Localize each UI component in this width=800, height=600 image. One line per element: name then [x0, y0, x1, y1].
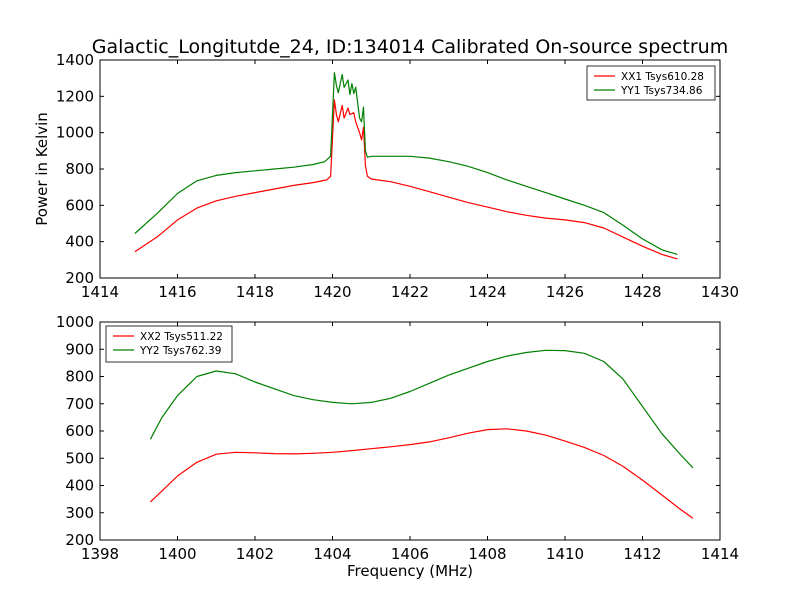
bottom-legend-label: YY2 Tsys762.39 [139, 345, 221, 357]
bottom-x-tick-label: 1402 [236, 545, 274, 563]
top-x-tick-label: 1416 [158, 283, 196, 301]
bottom-x-tick-label: 1410 [546, 545, 584, 563]
bottom-x-tick-label: 1406 [391, 545, 429, 563]
bottom-x-tick-label: 1398 [81, 545, 119, 563]
top-plot-area: 1414 1416 1418 1420 1422 1424 1426 1428 1430 200 4… [56, 51, 739, 301]
top-x-tick-label: 1420 [313, 283, 351, 301]
bottom-y-tick-label: 800 [65, 368, 94, 386]
top-x-tick-label: 1422 [391, 283, 429, 301]
bottom-y-tick-label: 400 [65, 477, 94, 495]
top-legend-box [586, 65, 716, 101]
top-legend-label: XX1 Tsys610.28 [621, 71, 704, 83]
bottom-legend-box [105, 325, 233, 363]
top-y-tick-label: 1200 [56, 87, 94, 105]
bottom-y-tick-label: 700 [65, 395, 94, 413]
top-y-tick-label: 1400 [56, 51, 94, 69]
bottom-x-tick-label: 1404 [313, 545, 351, 563]
bottom-y-tick-label: 300 [65, 504, 94, 522]
top-y-tick-label: 600 [65, 196, 94, 214]
bottom-spectrum-panel: Frequency (MHz) 1398 1400 1402 1404 1406 1408… [56, 313, 739, 580]
top-legend-label: YY1 Tsys734.86 [620, 85, 703, 97]
top-y-tick-label: 200 [65, 269, 94, 287]
top-x-tick-label: 1414 [81, 283, 119, 301]
bottom-x-tick-label: 1400 [158, 545, 196, 563]
bottom-x-tick-label: 1414 [701, 545, 739, 563]
top-y-tick-label: 400 [65, 233, 94, 251]
bottom-x-axis-label: Frequency (MHz) [347, 562, 473, 580]
bottom-series-line-xx2 [149, 428, 694, 519]
bottom-x-tick-label: 1412 [623, 545, 661, 563]
top-x-tick-label: 1418 [236, 283, 274, 301]
top-chart-title: Galactic_Longitutde_24, ID:134014 Calibr… [92, 36, 728, 58]
top-x-tick-label: 1424 [468, 283, 506, 301]
top-x-tick-label: 1428 [623, 283, 661, 301]
top-y-tick-label: 1000 [56, 124, 94, 142]
top-spectrum-panel: Galactic_Longitutde_24, ID:134014 Calibr… [33, 36, 739, 301]
top-y-tick-label: 800 [65, 160, 94, 178]
bottom-y-tick-label: 500 [65, 449, 94, 467]
top-series-line-yy1 [134, 72, 678, 255]
bottom-legend-label: XX2 Tsys511.22 [140, 331, 223, 343]
top-x-tick-label: 1430 [701, 283, 739, 301]
bottom-y-tick-label: 900 [65, 340, 94, 358]
bottom-series-line-yy2 [149, 349, 694, 469]
bottom-y-tick-label: 1000 [56, 313, 94, 331]
top-series-line-xx1 [134, 99, 678, 260]
bottom-y-tick-label: 200 [65, 531, 94, 549]
top-x-tick-label: 1426 [546, 283, 584, 301]
top-y-axis-label: Power in Kelvin [33, 112, 51, 226]
top-legend: XX1 Tsys610.28 YY1 Tsys734.86 [586, 65, 716, 101]
bottom-x-tick-label: 1408 [468, 545, 506, 563]
bottom-y-tick-label: 600 [65, 422, 94, 440]
bottom-plot-area: 1398 1400 1402 1404 1406 1408 1410 1412 1414 200 3… [56, 313, 739, 563]
bottom-legend: XX2 Tsys511.22 YY2 Tsys762.39 [105, 325, 233, 363]
